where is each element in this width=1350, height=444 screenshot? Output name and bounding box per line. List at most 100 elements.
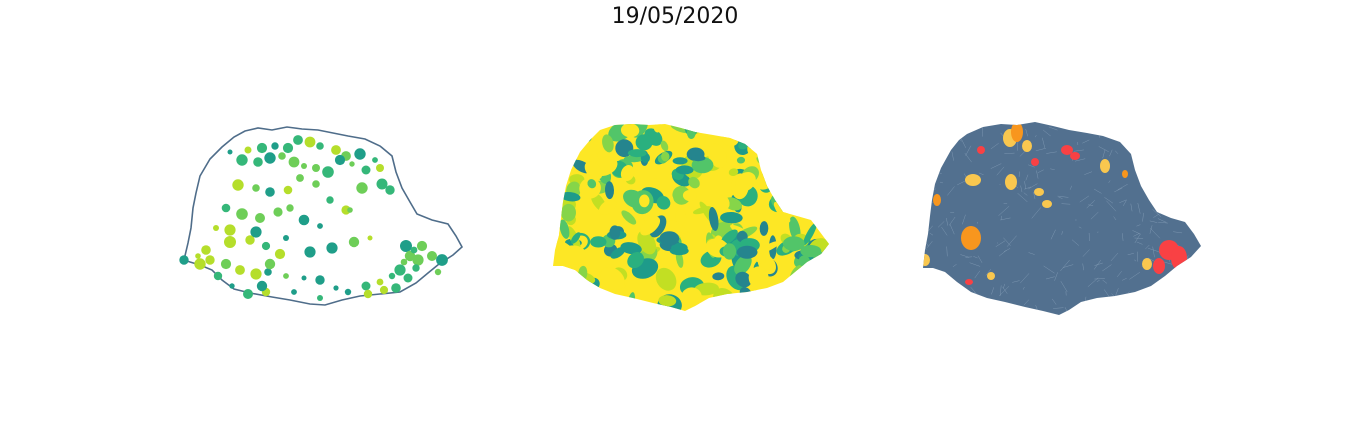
data-point [224,236,236,248]
data-point [347,207,353,213]
municipal-border [1127,253,1134,256]
data-point [213,271,223,281]
municipality [766,168,781,182]
municipal-border [1160,161,1167,165]
municipality [702,302,721,311]
municipal-border [924,173,934,178]
municipal-border [1121,277,1127,281]
data-point [322,166,334,178]
data-point [304,246,316,258]
municipality [627,252,644,269]
data-point [376,164,384,172]
municipal-border [964,152,972,163]
municipal-border [1102,279,1108,284]
municipality [812,143,829,160]
municipal-border [1166,193,1169,205]
data-point [195,253,201,259]
municipality [720,211,743,224]
data-point [354,148,366,160]
municipality [691,155,706,162]
municipal-border [1054,272,1058,281]
municipal-border [1046,151,1057,154]
municipal-border [1024,186,1032,190]
data-point [261,241,271,251]
municipality [812,127,823,138]
municipal-border [1050,168,1055,170]
points-layer [179,135,448,301]
municipal-border [947,186,955,196]
data-point [265,187,275,197]
municipal-border [946,122,949,127]
municipal-border [946,217,949,226]
municipal-border [1036,170,1039,179]
municipal-border [1004,122,1012,124]
municipality [558,245,586,266]
municipality [675,165,694,175]
municipal-border [1149,220,1158,223]
municipal-border [1154,130,1163,135]
municipal-border [1147,293,1150,299]
municipality [560,191,581,202]
municipal-border [1020,185,1023,193]
risk-area-low [987,272,995,280]
municipal-border [1158,221,1168,224]
municipal-border [1071,239,1080,246]
municipality [590,236,607,248]
data-point [341,205,351,215]
data-point [301,163,307,169]
municipality [609,225,621,240]
data-point [298,214,310,226]
municipality [660,140,669,152]
municipal-border [969,262,981,267]
municipality [778,171,793,200]
municipality [620,165,635,182]
data-point [274,248,286,260]
municipal-border [1012,280,1020,283]
data-point [361,281,371,291]
municipal-border [1031,207,1042,219]
municipal-border [996,166,1005,176]
municipal-border [948,216,956,226]
municipal-border [1183,297,1185,309]
municipal-border [1035,147,1047,152]
municipal-border [1138,132,1141,139]
data-point [312,180,320,188]
municipal-border [962,214,966,225]
municipal-border [932,286,940,297]
municipal-border [1129,136,1138,146]
risk-area-medium [1011,122,1023,142]
point-map-panel [179,126,464,306]
municipality [811,266,824,277]
municipal-border [1130,203,1133,212]
municipal-border [1017,193,1028,203]
municipal-border [1122,233,1124,241]
municipal-border [923,240,927,250]
data-point [348,236,360,248]
municipal-border [1175,132,1181,144]
municipal-border [1058,196,1063,199]
municipal-border [1164,203,1169,210]
municipality [767,124,778,132]
municipal-border [1079,195,1090,203]
data-point [256,142,268,154]
data-point [220,258,232,270]
data-point [410,246,418,254]
municipal-border [1053,307,1064,309]
data-point [367,235,373,241]
municipality [722,243,737,260]
municipal-border [1194,122,1201,128]
data-point [250,268,262,280]
data-point [264,258,276,270]
municipal-border [1185,182,1189,188]
municipality [661,151,670,162]
municipal-border [938,172,942,175]
municipal-border [978,172,984,176]
municipal-border [1133,233,1140,237]
municipality [681,287,702,308]
municipal-border [1050,229,1056,240]
municipal-border [1171,169,1183,180]
risk-area-medium [933,194,941,206]
municipal-border [1003,237,1011,246]
municipality [818,205,829,220]
municipal-border [998,286,1010,297]
